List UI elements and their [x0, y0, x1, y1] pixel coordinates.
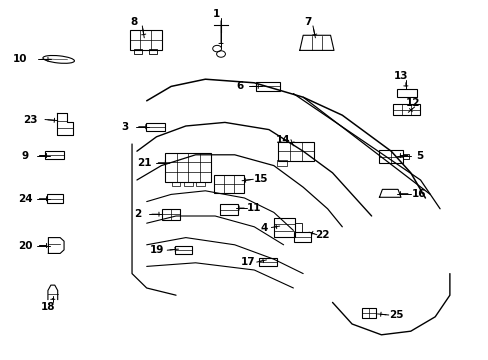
Bar — [277, 160, 286, 166]
Bar — [45, 151, 64, 159]
Bar — [47, 194, 62, 203]
Text: 22: 22 — [315, 230, 329, 240]
Bar — [255, 82, 280, 91]
Bar — [149, 49, 157, 54]
Text: 19: 19 — [150, 245, 164, 255]
Text: 8: 8 — [131, 17, 138, 27]
Bar — [362, 308, 375, 318]
Bar — [277, 142, 313, 161]
Bar — [294, 223, 301, 232]
Text: 16: 16 — [411, 189, 426, 199]
Bar — [165, 153, 211, 182]
Text: 21: 21 — [137, 158, 151, 168]
Text: 15: 15 — [253, 174, 268, 184]
Text: 4: 4 — [260, 222, 267, 233]
Text: 18: 18 — [41, 302, 55, 312]
Bar — [162, 209, 180, 220]
Bar — [379, 150, 402, 163]
Bar — [146, 123, 164, 131]
Text: 12: 12 — [405, 98, 420, 108]
Bar — [392, 104, 420, 115]
Text: 25: 25 — [388, 310, 403, 320]
Text: 24: 24 — [18, 194, 33, 204]
Text: 11: 11 — [246, 203, 261, 213]
Text: 6: 6 — [236, 81, 243, 91]
Bar — [171, 182, 180, 186]
Bar — [134, 49, 142, 54]
Bar — [259, 258, 276, 266]
Bar — [183, 182, 192, 186]
Text: 1: 1 — [212, 9, 219, 19]
Text: 10: 10 — [13, 54, 28, 64]
Bar — [175, 246, 191, 254]
Text: 14: 14 — [276, 135, 290, 145]
Bar — [196, 182, 204, 186]
Bar — [293, 232, 310, 242]
Text: 23: 23 — [23, 114, 38, 125]
Text: 5: 5 — [415, 150, 422, 161]
Bar — [402, 154, 408, 159]
Text: 7: 7 — [304, 17, 311, 27]
Bar — [129, 30, 162, 50]
Bar — [214, 175, 243, 193]
Text: 17: 17 — [241, 257, 255, 267]
Text: 13: 13 — [393, 71, 407, 81]
Text: 2: 2 — [134, 209, 141, 219]
Bar — [274, 217, 294, 238]
Text: 9: 9 — [22, 150, 29, 161]
Bar — [396, 89, 416, 97]
Text: 20: 20 — [18, 240, 33, 251]
Text: 3: 3 — [121, 122, 128, 132]
Bar — [219, 204, 238, 215]
